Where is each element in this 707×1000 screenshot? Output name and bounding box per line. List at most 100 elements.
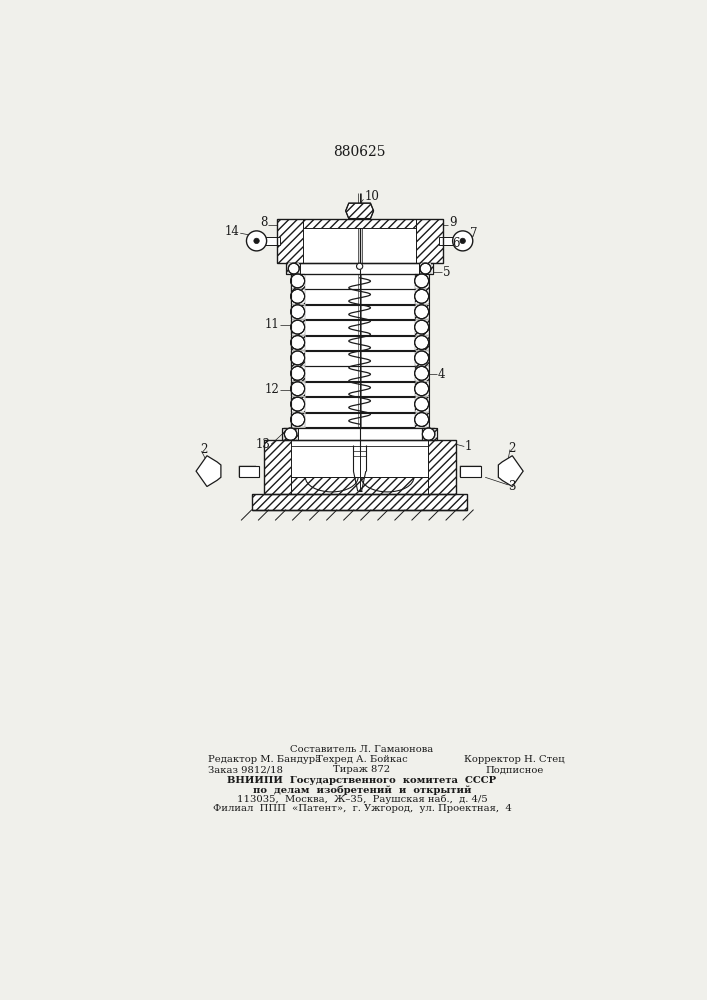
Text: 11: 11 — [264, 318, 279, 331]
Text: 113035,  Москва,  Ж–35,  Раушская наб.,  д. 4/5: 113035, Москва, Ж–35, Раушская наб., д. … — [237, 795, 487, 804]
Circle shape — [291, 289, 305, 303]
Polygon shape — [414, 289, 428, 304]
Bar — [305, 397, 414, 412]
Text: Составитель Л. Гамаюнова: Составитель Л. Гамаюнова — [291, 745, 433, 754]
Text: Тираж 872: Тираж 872 — [334, 765, 390, 774]
Circle shape — [291, 382, 305, 396]
Circle shape — [414, 274, 428, 288]
Text: 3: 3 — [508, 480, 516, 493]
Polygon shape — [419, 263, 433, 274]
Circle shape — [247, 231, 267, 251]
Polygon shape — [428, 440, 456, 494]
Text: Корректор Н. Стец: Корректор Н. Стец — [464, 755, 565, 764]
Circle shape — [288, 263, 299, 274]
Text: Редактор М. Бандура: Редактор М. Бандура — [209, 755, 322, 764]
Bar — [440, 237, 455, 245]
Polygon shape — [414, 320, 428, 335]
Polygon shape — [291, 413, 305, 427]
Text: 14: 14 — [225, 225, 240, 238]
Text: 6: 6 — [452, 237, 460, 250]
Bar — [264, 440, 456, 494]
Circle shape — [291, 397, 305, 411]
Polygon shape — [286, 263, 300, 274]
Circle shape — [291, 305, 305, 319]
Polygon shape — [284, 428, 297, 440]
Text: 5: 5 — [443, 266, 450, 279]
Polygon shape — [420, 263, 431, 274]
Text: Подписное: Подписное — [486, 765, 544, 774]
Circle shape — [414, 336, 428, 349]
Circle shape — [422, 428, 435, 440]
Bar — [300, 263, 419, 274]
Polygon shape — [291, 274, 305, 289]
Circle shape — [356, 263, 363, 269]
Circle shape — [414, 382, 428, 396]
Text: Филиал  ППП  «Патент»,  г. Ужгород,  ул. Проектная,  4: Филиал ППП «Патент», г. Ужгород, ул. Про… — [213, 804, 511, 813]
Bar — [460, 466, 481, 477]
Bar — [239, 466, 259, 477]
Circle shape — [452, 231, 473, 251]
Bar — [305, 382, 414, 396]
Polygon shape — [288, 263, 299, 274]
Bar — [291, 440, 428, 477]
Text: 10: 10 — [364, 190, 379, 204]
Polygon shape — [414, 274, 428, 289]
Polygon shape — [282, 428, 298, 440]
Polygon shape — [498, 456, 523, 487]
Polygon shape — [291, 320, 305, 335]
Polygon shape — [414, 351, 428, 366]
Text: ВНИИПИ  Государственного  комитета  СССР: ВНИИПИ Государственного комитета СССР — [228, 776, 496, 785]
Bar — [305, 351, 414, 366]
Text: 13: 13 — [256, 438, 271, 451]
Polygon shape — [239, 466, 256, 477]
Polygon shape — [414, 397, 428, 412]
Bar — [286, 263, 433, 274]
Text: 8: 8 — [260, 216, 267, 229]
Polygon shape — [303, 219, 416, 228]
Polygon shape — [421, 428, 437, 440]
Circle shape — [291, 366, 305, 380]
Polygon shape — [291, 289, 305, 304]
Circle shape — [414, 366, 428, 380]
Bar — [264, 237, 280, 245]
Polygon shape — [414, 336, 428, 350]
Bar — [305, 320, 414, 335]
Polygon shape — [414, 413, 428, 427]
Polygon shape — [276, 219, 303, 263]
Circle shape — [291, 320, 305, 334]
Text: по  делам  изобретений  и  открытий: по делам изобретений и открытий — [252, 785, 471, 795]
Text: 12: 12 — [264, 383, 279, 396]
Polygon shape — [291, 305, 305, 319]
Bar — [305, 289, 414, 304]
Polygon shape — [252, 494, 467, 510]
Circle shape — [414, 289, 428, 303]
Polygon shape — [291, 397, 305, 412]
Bar — [305, 305, 414, 319]
Circle shape — [414, 351, 428, 365]
Circle shape — [460, 238, 465, 244]
Circle shape — [414, 397, 428, 411]
Polygon shape — [416, 219, 443, 263]
Polygon shape — [346, 203, 373, 219]
Text: Заказ 9812/18: Заказ 9812/18 — [209, 765, 284, 774]
Circle shape — [420, 263, 431, 274]
Text: 7: 7 — [469, 227, 477, 240]
Bar — [305, 413, 414, 427]
Text: 880625: 880625 — [334, 145, 386, 159]
Circle shape — [414, 413, 428, 426]
Circle shape — [291, 336, 305, 349]
Bar — [303, 228, 416, 263]
Polygon shape — [422, 428, 435, 440]
Bar — [282, 428, 437, 440]
Bar — [252, 494, 467, 510]
Text: 2: 2 — [508, 442, 516, 455]
Polygon shape — [291, 336, 305, 350]
Circle shape — [414, 305, 428, 319]
Circle shape — [291, 274, 305, 288]
Text: Техред А. Бойкас: Техред А. Бойкас — [316, 755, 408, 764]
Polygon shape — [291, 477, 428, 494]
Polygon shape — [414, 305, 428, 319]
Text: 4: 4 — [438, 368, 445, 381]
Polygon shape — [291, 382, 305, 396]
Text: 1: 1 — [465, 440, 472, 453]
